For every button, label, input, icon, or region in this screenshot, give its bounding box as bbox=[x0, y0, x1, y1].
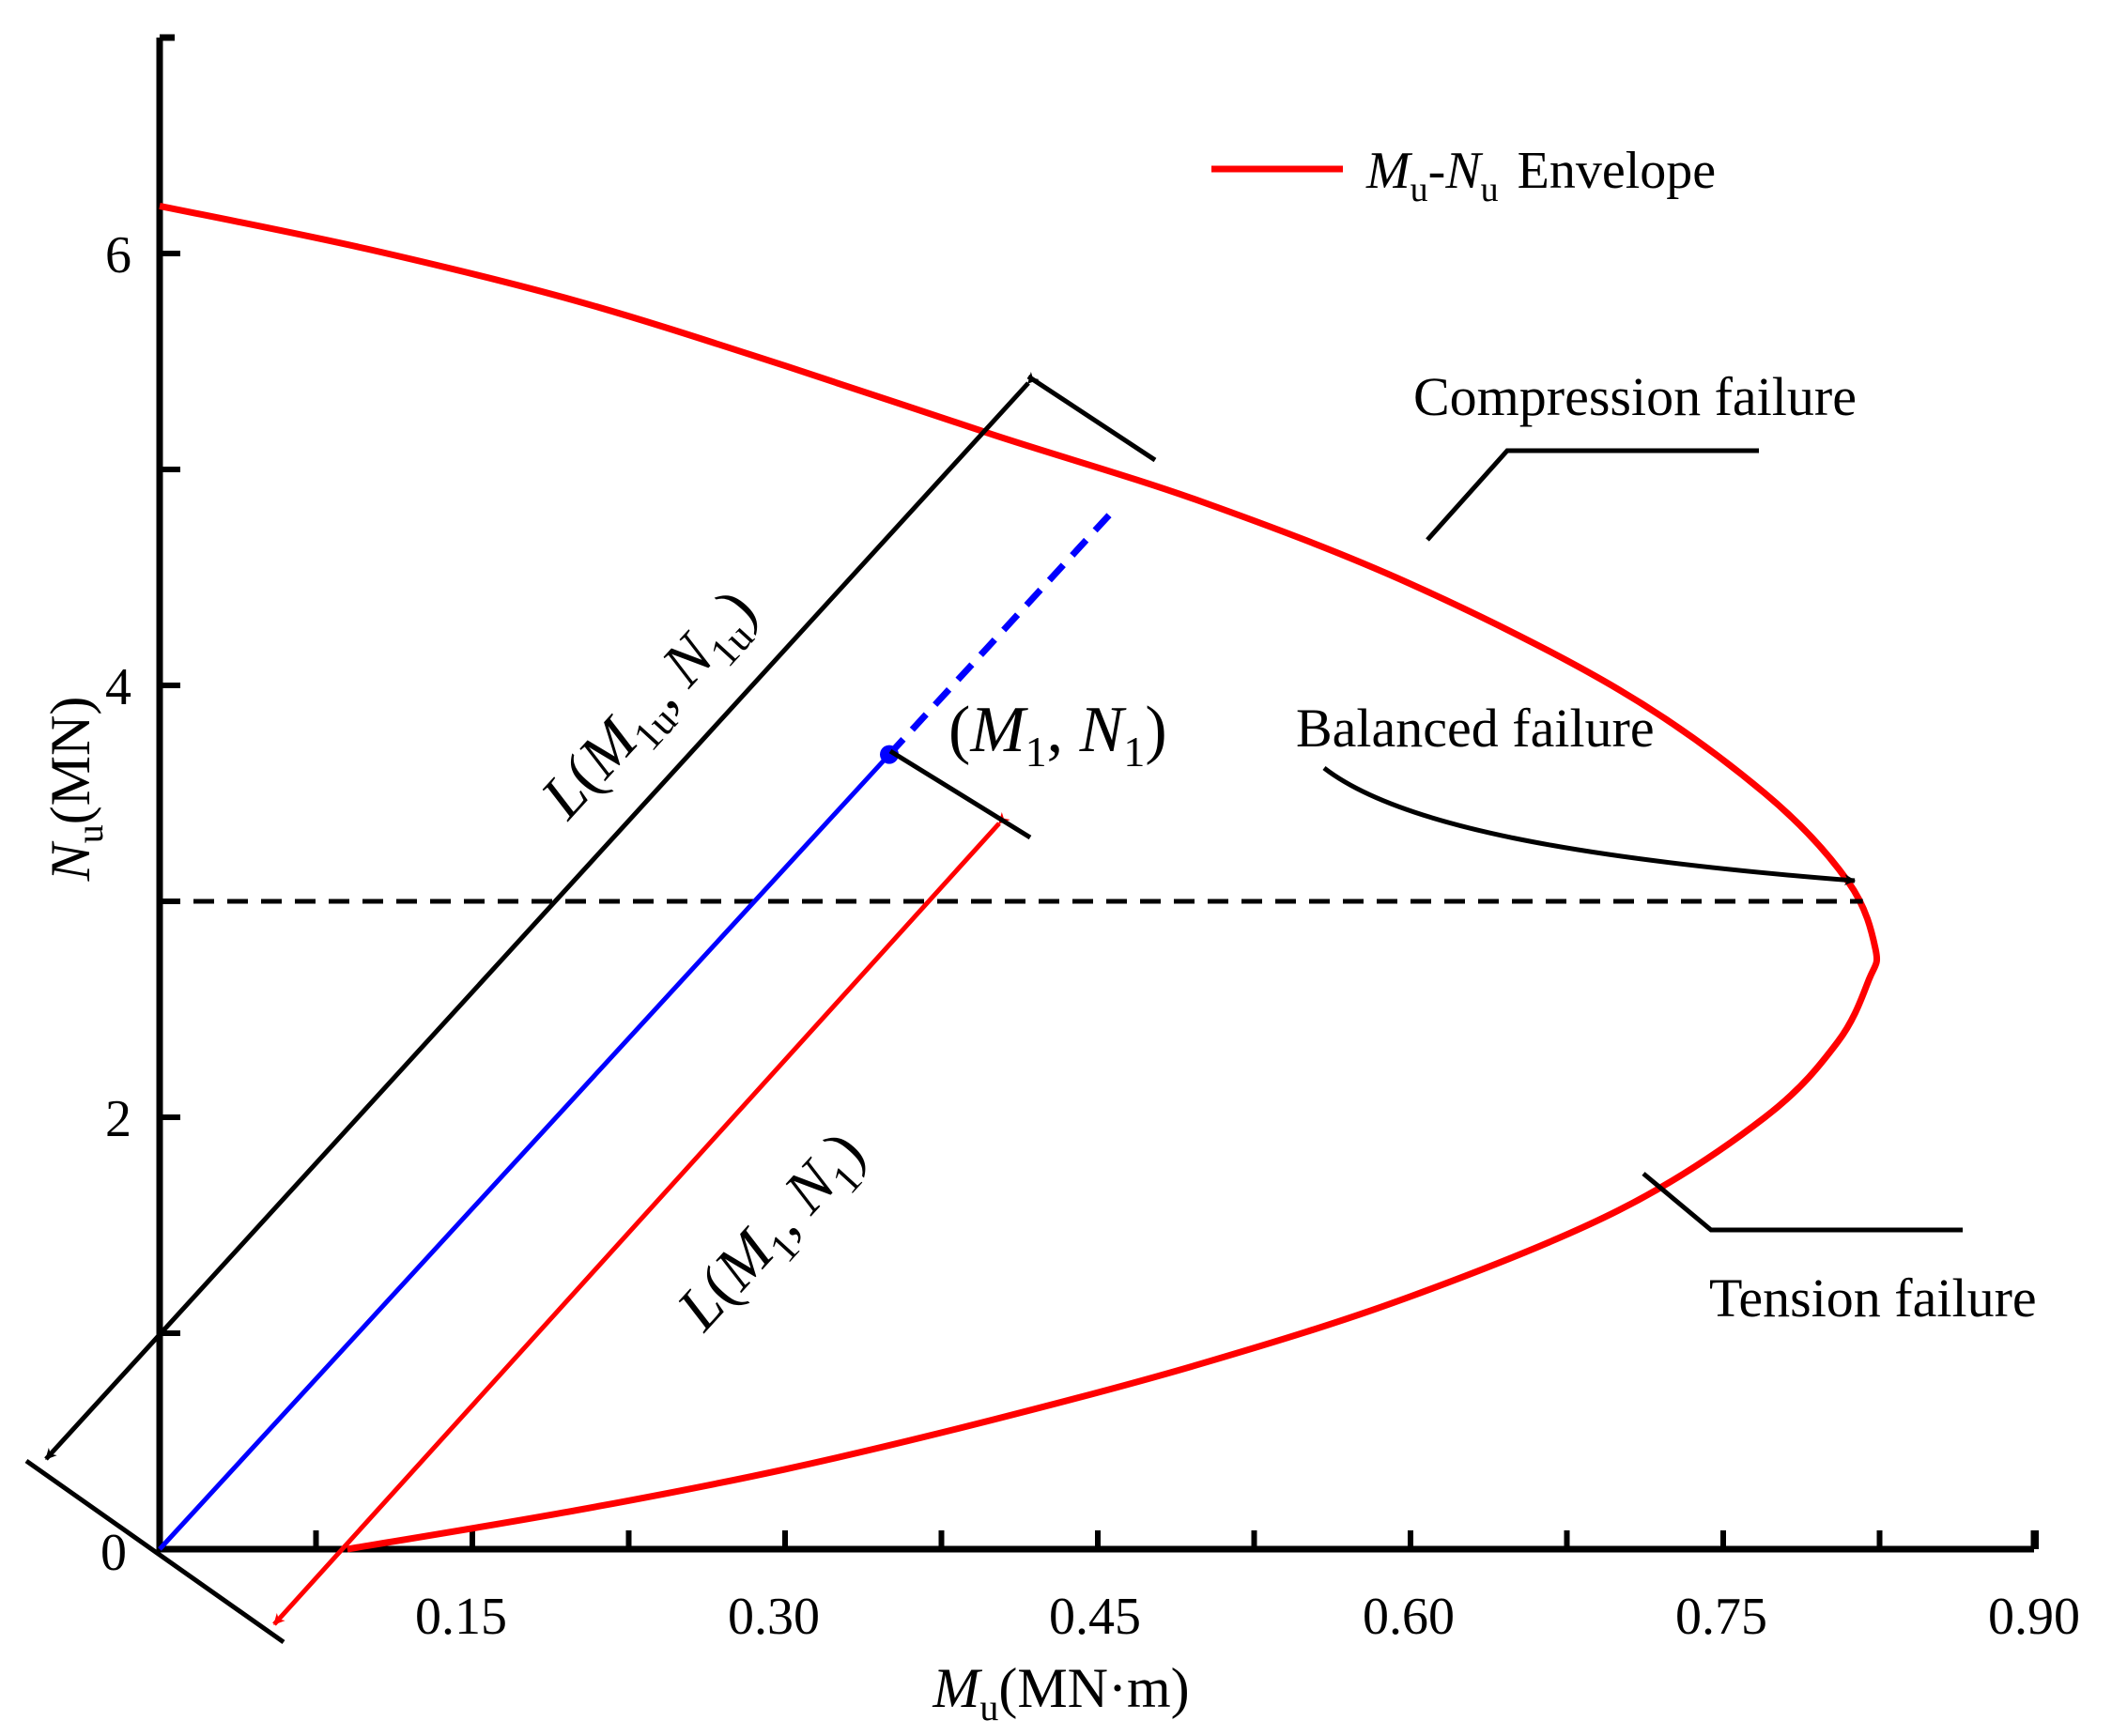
x-tick-label: 0.30 bbox=[728, 1588, 820, 1646]
dimension-arrow-l1 bbox=[272, 811, 1010, 1626]
x-tick-label: 0.90 bbox=[1988, 1588, 2080, 1646]
dimension-arrow-l1u bbox=[44, 371, 1040, 1461]
y-tick-label: 4 bbox=[105, 658, 131, 716]
tension-failure-label: Tension failure bbox=[1709, 1267, 2037, 1329]
balanced-failure-label: Balanced failure bbox=[1296, 698, 1655, 759]
l1u-dimension-label: L(M1u, N1u) bbox=[527, 576, 776, 838]
load-path-extension bbox=[886, 505, 1118, 757]
extension-line-upper bbox=[1026, 374, 1157, 463]
x-tick-label: 0.15 bbox=[415, 1588, 507, 1646]
legend: Mu-Nu Envelope bbox=[1211, 142, 1716, 209]
x-tick-label: 0.60 bbox=[1363, 1588, 1455, 1646]
x-axis-title: Mu(MN·m) bbox=[932, 1657, 1189, 1728]
x-tick-label: 0.75 bbox=[1675, 1588, 1767, 1646]
point-label: (M1, N1) bbox=[948, 694, 1167, 776]
tension-leader bbox=[1642, 1172, 1963, 1233]
y-tick-label: 6 bbox=[105, 226, 131, 284]
x-tick-labels: 0.15 0.30 0.45 0.60 0.75 0.90 bbox=[415, 1588, 2080, 1646]
x-tick-label: 0.45 bbox=[1049, 1588, 1141, 1646]
legend-label: Mu-Nu Envelope bbox=[1365, 142, 1716, 209]
load-path-line bbox=[158, 752, 891, 1551]
balanced-arrow bbox=[1322, 766, 1857, 886]
compression-failure-label: Compression failure bbox=[1413, 366, 1857, 427]
y-tick-labels: 2 4 6 0 bbox=[100, 226, 131, 1582]
compression-leader bbox=[1426, 448, 1759, 542]
origin-label: 0 bbox=[100, 1524, 127, 1582]
extension-line-origin bbox=[24, 1458, 285, 1645]
y-tick-label: 2 bbox=[105, 1090, 131, 1148]
l1-dimension-label: L(M1, N1) bbox=[663, 1118, 885, 1350]
extension-line-point bbox=[888, 748, 1032, 840]
y-axis-title: Nu(MN) bbox=[39, 697, 111, 883]
